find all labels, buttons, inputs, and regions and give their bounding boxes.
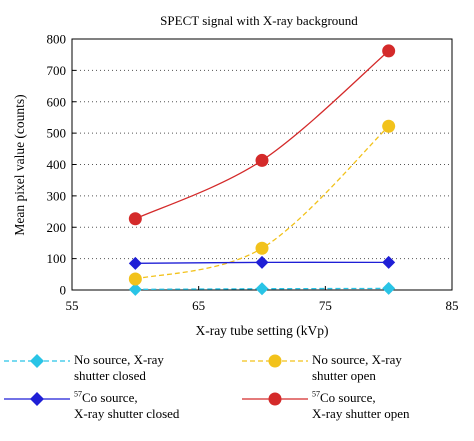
legend-label-line2: X-ray shutter open: [312, 406, 410, 421]
legend-item-co-source-open: 57Co source, X-ray shutter open: [238, 390, 409, 422]
legend-label-line2: shutter open: [312, 368, 376, 383]
y-axis-ticks: 0 100 200 300 400 500 600 700 800: [47, 32, 76, 298]
legend-label-line2: X-ray shutter closed: [74, 406, 180, 421]
x-tick-label: 55: [66, 298, 79, 313]
legend-swatch-co-source-closed: [4, 392, 70, 406]
legend-swatch-co-source-open: [242, 392, 308, 406]
data-point: [128, 256, 142, 270]
data-point: [128, 282, 142, 296]
data-point: [382, 44, 396, 58]
y-tick-label: 100: [47, 251, 67, 266]
legend-item-no-source-closed: No source, X-ray shutter closed: [0, 352, 164, 384]
data-point: [255, 241, 269, 255]
legend-label-superscript: 57: [74, 389, 82, 399]
legend-item-co-source-closed: 57Co source, X-ray shutter closed: [0, 390, 179, 422]
data-point: [128, 272, 142, 286]
legend-swatch-no-source-closed: [4, 354, 70, 368]
y-tick-label: 400: [47, 157, 67, 172]
y-axis-label: Mean pixel value (counts): [12, 94, 27, 235]
data-point: [382, 119, 396, 133]
x-axis-ticks: 55 65 75 85: [66, 286, 459, 313]
y-tick-label: 300: [47, 188, 67, 203]
series-line-3: [135, 50, 390, 220]
legend-label-line1: No source, X-ray: [74, 352, 164, 367]
data-point: [382, 255, 396, 269]
data-point: [128, 212, 142, 226]
legend-label-superscript: 57: [312, 389, 320, 399]
data-point: [255, 282, 269, 296]
data-point: [255, 255, 269, 269]
legend: No source, X-ray shutter closed No sourc…: [0, 344, 474, 441]
y-tick-label: 500: [47, 126, 67, 141]
y-tick-label: 600: [47, 94, 67, 109]
x-axis-label: X-ray tube setting (kVp): [195, 323, 328, 338]
x-tick-label: 75: [319, 298, 332, 313]
legend-label-line2: shutter closed: [74, 368, 146, 383]
x-tick-label: 65: [192, 298, 205, 313]
chart-title: SPECT signal with X-ray background: [160, 13, 358, 28]
y-tick-label: 200: [47, 220, 67, 235]
legend-label-line1: Co source,: [82, 390, 138, 405]
legend-swatch-no-source-open: [242, 354, 308, 368]
data-point: [382, 281, 396, 295]
data-point: [255, 153, 269, 167]
legend-item-no-source-open: No source, X-ray shutter open: [238, 352, 402, 384]
x-tick-label: 85: [446, 298, 459, 313]
legend-label-line1: Co source,: [320, 390, 376, 405]
y-tick-label: 0: [60, 283, 67, 298]
y-tick-label: 800: [47, 32, 67, 47]
y-tick-label: 700: [47, 63, 67, 78]
legend-label-line1: No source, X-ray: [312, 352, 402, 367]
chart: SPECT signal with X-ray background 0 100 2…: [12, 13, 459, 338]
series-markers: [128, 44, 396, 296]
